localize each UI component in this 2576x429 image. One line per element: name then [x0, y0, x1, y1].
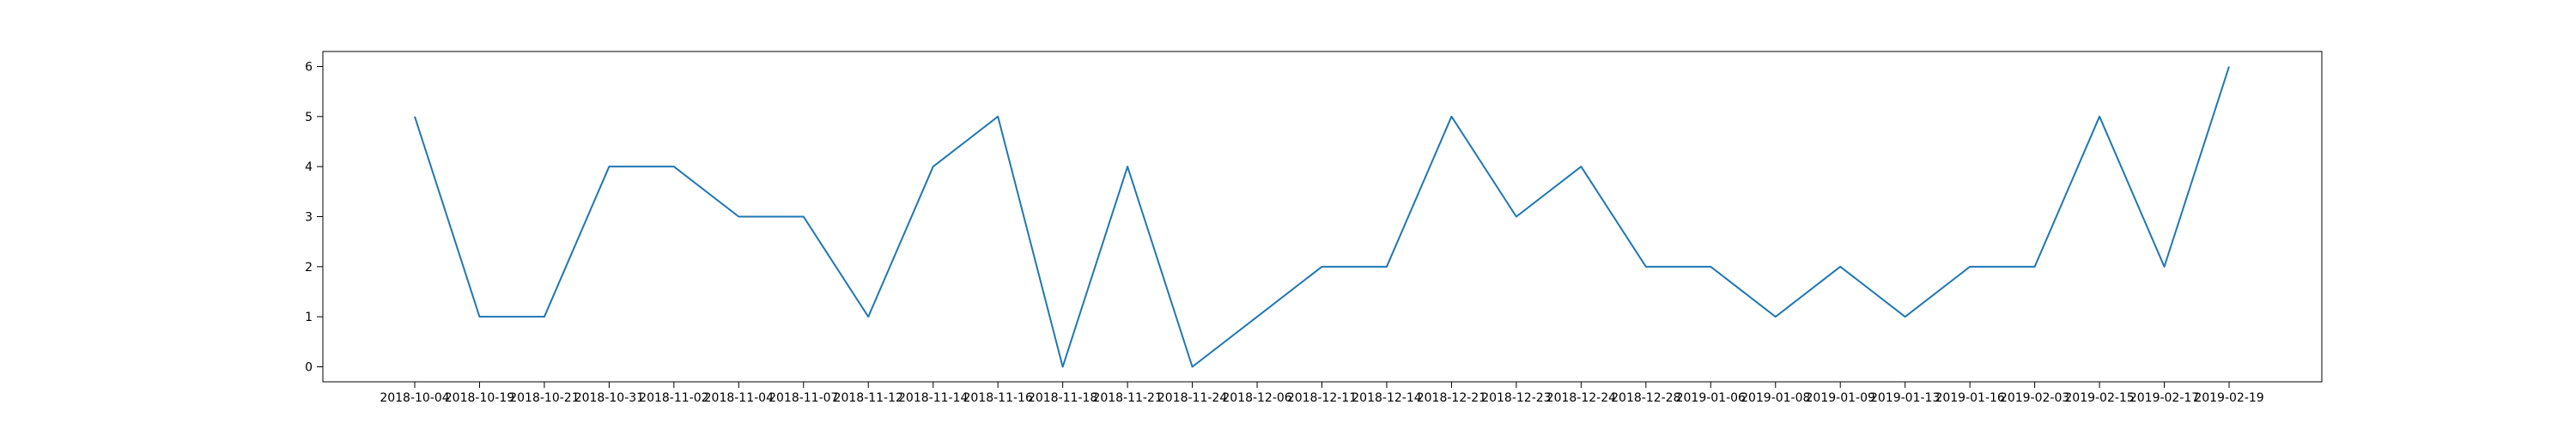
y-tick-label-6: 6	[305, 61, 313, 75]
x-tick-label-14: 2018-12-11	[1287, 391, 1357, 405]
x-tick-label-24: 2019-01-16	[1935, 391, 2004, 405]
x-axis: 2018-10-042018-10-192018-10-212018-10-31…	[380, 382, 2264, 405]
x-tick-label-25: 2019-02-03	[2000, 391, 2069, 405]
y-tick-label-4: 4	[305, 160, 313, 174]
x-tick-label-19: 2018-12-28	[1611, 391, 1680, 405]
x-tick-label-23: 2019-01-13	[1870, 391, 1940, 405]
x-tick-label-10: 2018-11-18	[1028, 391, 1097, 405]
x-tick-label-16: 2018-12-21	[1417, 391, 1486, 405]
axes-frame	[322, 51, 2323, 383]
plot-area	[414, 66, 2230, 368]
x-tick-label-9: 2018-11-16	[963, 391, 1032, 405]
x-tick-label-21: 2019-01-08	[1741, 391, 1810, 405]
x-tick-label-20: 2019-01-06	[1676, 391, 1746, 405]
x-tick-label-3: 2018-10-31	[574, 391, 644, 405]
series-line-0	[414, 66, 2230, 368]
x-tick-label-27: 2019-02-17	[2129, 391, 2199, 405]
x-tick-label-12: 2018-11-24	[1157, 391, 1227, 405]
x-tick-label-28: 2019-02-19	[2194, 391, 2263, 405]
x-tick-label-22: 2019-01-09	[1806, 391, 1875, 405]
x-tick-label-11: 2018-11-21	[1092, 391, 1162, 405]
x-tick-label-6: 2018-11-07	[769, 391, 838, 405]
x-tick-label-0: 2018-10-04	[380, 391, 449, 405]
x-tick-label-1: 2018-10-19	[445, 391, 514, 405]
x-tick-label-4: 2018-11-02	[639, 391, 708, 405]
x-tick-label-26: 2019-02-15	[2064, 391, 2134, 405]
x-tick-label-5: 2018-11-04	[704, 391, 774, 405]
x-tick-label-15: 2018-12-14	[1352, 391, 1421, 405]
y-tick-label-1: 1	[305, 311, 313, 324]
y-tick-label-2: 2	[305, 261, 313, 275]
y-tick-label-5: 5	[305, 111, 313, 124]
x-tick-label-8: 2018-11-14	[898, 391, 968, 405]
x-tick-label-17: 2018-12-23	[1481, 391, 1551, 405]
y-tick-label-0: 0	[305, 361, 313, 375]
x-tick-label-7: 2018-11-12	[834, 391, 903, 405]
x-tick-label-13: 2018-12-06	[1222, 391, 1291, 405]
x-tick-label-2: 2018-10-21	[509, 391, 579, 405]
y-axis: 0 1 2 3 4 5 6	[305, 61, 323, 375]
x-tick-label-18: 2018-12-24	[1546, 391, 1616, 405]
y-tick-label-3: 3	[305, 211, 313, 225]
